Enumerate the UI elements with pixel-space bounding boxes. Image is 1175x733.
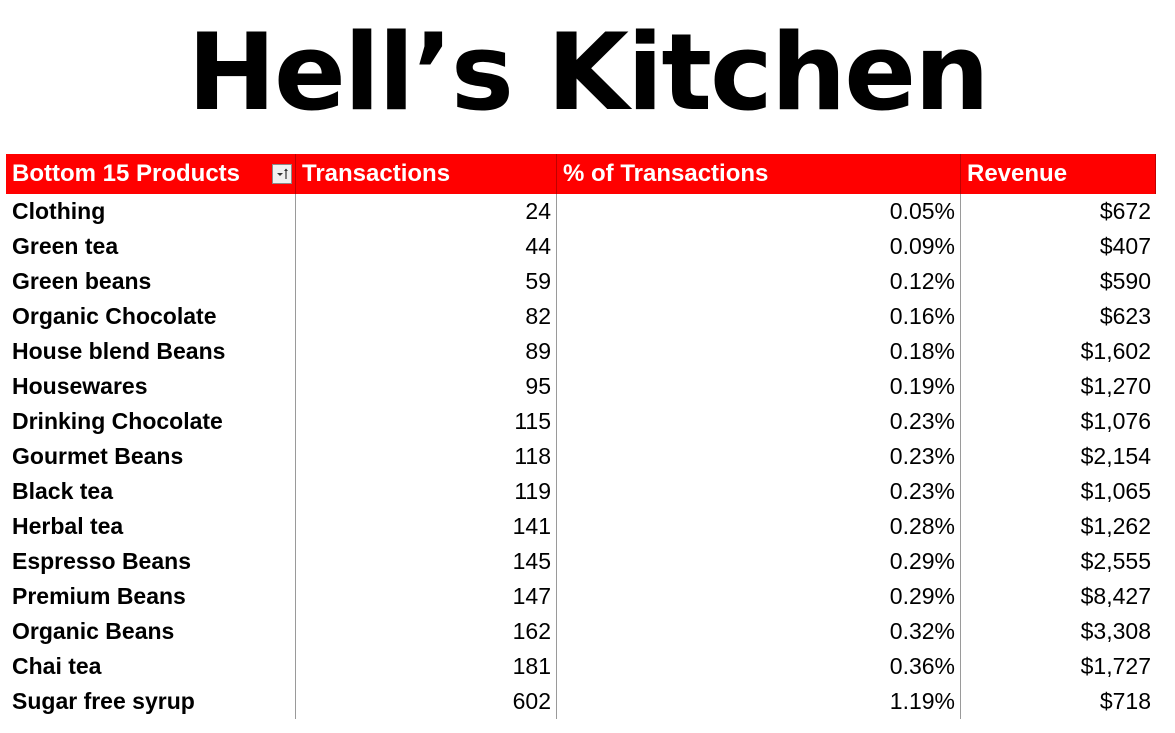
pct-transactions-cell[interactable]: 0.19% — [557, 369, 961, 404]
pct-transactions-cell[interactable]: 0.23% — [557, 474, 961, 509]
transactions-cell[interactable]: 95 — [296, 369, 557, 404]
header-transactions[interactable]: Transactions — [296, 154, 557, 194]
product-cell[interactable]: Premium Beans — [6, 579, 296, 614]
revenue-cell[interactable]: $1,262 — [1080, 513, 1151, 539]
pct-transactions-cell[interactable]: 1.19% — [557, 684, 961, 719]
header-pct-transactions[interactable]: % of Transactions — [557, 154, 961, 194]
revenue-cell[interactable]: $590 — [1099, 268, 1151, 294]
pct-transactions-cell[interactable]: 0.23% — [557, 439, 961, 474]
revenue-cell[interactable]: $8,427 — [1080, 583, 1151, 609]
product-cell[interactable]: Organic Beans — [6, 614, 296, 649]
pct-transactions-cell[interactable]: 0.05% — [557, 194, 961, 229]
pct-transactions-cell[interactable]: 0.32% — [557, 614, 961, 649]
table-row[interactable]: Premium Beans 147 0.29% $8,427 — [6, 579, 1156, 614]
revenue-cell[interactable]: $407 — [1099, 233, 1151, 259]
pivot-table: Bottom 15 Products Transactions % of Tra… — [6, 154, 1156, 719]
product-cell[interactable]: Herbal tea — [6, 509, 296, 544]
revenue-cell[interactable]: $1,727 — [1080, 653, 1151, 679]
revenue-cell[interactable]: $623 — [1099, 303, 1151, 329]
transactions-cell[interactable]: 602 — [296, 684, 557, 719]
table-row[interactable]: Green beans 59 0.12% $590 — [6, 264, 1156, 299]
pct-transactions-cell[interactable]: 0.23% — [557, 404, 961, 439]
sort-arrow-icon — [277, 168, 288, 179]
pct-transactions-cell[interactable]: 0.29% — [557, 579, 961, 614]
revenue-cell[interactable]: $1,270 — [1080, 373, 1151, 399]
revenue-cell[interactable]: $2,154 — [1080, 443, 1151, 469]
revenue-cell[interactable]: $1,065 — [1080, 478, 1151, 504]
transactions-cell[interactable]: 82 — [296, 299, 557, 334]
product-cell[interactable]: Organic Chocolate — [6, 299, 296, 334]
table-row[interactable]: Organic Beans 162 0.32% $3,308 — [6, 614, 1156, 649]
transactions-cell[interactable]: 145 — [296, 544, 557, 579]
product-cell[interactable]: Sugar free syrup — [6, 684, 296, 719]
product-cell[interactable]: Clothing — [6, 194, 296, 229]
pct-transactions-cell[interactable]: 0.16% — [557, 299, 961, 334]
table-row[interactable]: Drinking Chocolate 115 0.23% $1,076 — [6, 404, 1156, 439]
pct-transactions-cell[interactable]: 0.18% — [557, 334, 961, 369]
header-revenue[interactable]: Revenue — [961, 154, 1156, 194]
revenue-cell[interactable]: $3,308 — [1080, 618, 1151, 644]
sort-filter-icon[interactable] — [272, 164, 292, 184]
table-header-row: Bottom 15 Products Transactions % of Tra… — [6, 154, 1156, 194]
table-row[interactable]: Herbal tea 141 0.28% $1,262 — [6, 509, 1156, 544]
table-body: Clothing 24 0.05% $672 Green tea 44 0.09% $407 G… — [6, 194, 1156, 719]
product-cell[interactable]: Gourmet Beans — [6, 439, 296, 474]
table-row[interactable]: Housewares 95 0.19% $1,270 — [6, 369, 1156, 404]
transactions-cell[interactable]: 115 — [296, 404, 557, 439]
product-cell[interactable]: House blend Beans — [6, 334, 296, 369]
page-title: Hell’s Kitchen — [187, 11, 989, 134]
table-row[interactable]: Espresso Beans 145 0.29% $2,555 — [6, 544, 1156, 579]
transactions-cell[interactable]: 44 — [296, 229, 557, 264]
pct-transactions-cell[interactable]: 0.12% — [557, 264, 961, 299]
pct-transactions-cell[interactable]: 0.28% — [557, 509, 961, 544]
product-cell[interactable]: Green tea — [6, 229, 296, 264]
table-row[interactable]: Sugar free syrup 602 1.19% $718 — [6, 684, 1156, 719]
transactions-cell[interactable]: 141 — [296, 509, 557, 544]
transactions-cell[interactable]: 89 — [296, 334, 557, 369]
table-row[interactable]: Chai tea 181 0.36% $1,727 — [6, 649, 1156, 684]
revenue-cell[interactable]: $1,602 — [1080, 338, 1151, 364]
revenue-cell[interactable]: $718 — [1099, 688, 1151, 714]
product-cell[interactable]: Green beans — [6, 264, 296, 299]
pct-transactions-cell[interactable]: 0.29% — [557, 544, 961, 579]
product-cell[interactable]: Drinking Chocolate — [6, 404, 296, 439]
table-row[interactable]: Green tea 44 0.09% $407 — [6, 229, 1156, 264]
table-row[interactable]: Gourmet Beans 118 0.23% $2,154 — [6, 439, 1156, 474]
table-row[interactable]: House blend Beans 89 0.18% $1,602 — [6, 334, 1156, 369]
transactions-cell[interactable]: 59 — [296, 264, 557, 299]
revenue-cell[interactable]: $1,076 — [1080, 408, 1151, 434]
pct-transactions-cell[interactable]: 0.09% — [557, 229, 961, 264]
product-cell[interactable]: Chai tea — [6, 649, 296, 684]
revenue-cell[interactable]: $2,555 — [1080, 548, 1151, 574]
table-row[interactable]: Black tea 119 0.23% $1,065 — [6, 474, 1156, 509]
table-row[interactable]: Organic Chocolate 82 0.16% $623 — [6, 299, 1156, 334]
pct-transactions-cell[interactable]: 0.36% — [557, 649, 961, 684]
revenue-cell[interactable]: $672 — [1099, 198, 1151, 224]
transactions-cell[interactable]: 24 — [296, 194, 557, 229]
transactions-cell[interactable]: 181 — [296, 649, 557, 684]
product-cell[interactable]: Espresso Beans — [6, 544, 296, 579]
transactions-cell[interactable]: 147 — [296, 579, 557, 614]
product-cell[interactable]: Black tea — [6, 474, 296, 509]
transactions-cell[interactable]: 118 — [296, 439, 557, 474]
transactions-cell[interactable]: 162 — [296, 614, 557, 649]
table-row[interactable]: Clothing 24 0.05% $672 — [6, 194, 1156, 229]
header-bottom-15-products[interactable]: Bottom 15 Products — [6, 154, 296, 194]
product-cell[interactable]: Housewares — [6, 369, 296, 404]
transactions-cell[interactable]: 119 — [296, 474, 557, 509]
header-label: Bottom 15 Products — [12, 160, 241, 187]
